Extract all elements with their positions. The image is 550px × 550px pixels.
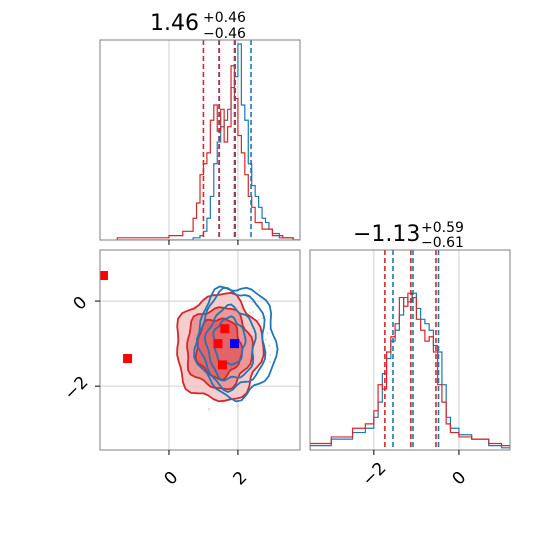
scatter-dot	[236, 404, 239, 407]
title-param2-lower: −0.61	[421, 235, 464, 251]
contour-a-2	[203, 303, 257, 382]
panel-frame-3	[99, 249, 301, 451]
tick-x1-0: 0	[161, 468, 183, 490]
hist-param1-series-b	[116, 65, 300, 240]
scatter-dot	[257, 318, 260, 322]
scatter-dot	[221, 401, 224, 404]
scatter-dot	[208, 407, 211, 411]
scatter-dot	[258, 289, 261, 292]
scatter-dot	[269, 360, 272, 364]
marker-red-0	[100, 271, 108, 281]
panel-frame-1	[99, 39, 301, 241]
scatter-dot	[264, 338, 267, 341]
title-param1-median: 1.46	[150, 11, 199, 36]
panel-frame-2	[309, 249, 511, 451]
tick-x2-0: 0	[449, 468, 471, 490]
hist-param2-series-b	[310, 292, 510, 450]
scatter-dot	[252, 311, 255, 314]
marker-red-1	[123, 354, 133, 364]
tick-y2-minus2: −2	[61, 373, 93, 405]
tick-y2-0: 0	[70, 293, 92, 315]
marker-red-4	[217, 360, 227, 370]
title-param1-upper: +0.46	[203, 10, 246, 26]
scatter-dot	[266, 332, 269, 335]
hist-param1-series-a	[117, 43, 300, 240]
scatter-dot	[268, 344, 271, 347]
contour-group	[100, 271, 279, 403]
scatter-dot	[269, 353, 272, 356]
title-param1-lower: −0.46	[203, 26, 246, 42]
marker-red-2	[220, 324, 230, 334]
marker-blue-0	[229, 339, 239, 349]
tick-x2-minus2: −2	[359, 459, 391, 491]
hist-param2-series-a	[310, 292, 510, 450]
title-param2-median: −1.13	[353, 222, 420, 247]
scatter-dot	[248, 311, 251, 314]
tick-x1-2: 2	[230, 468, 252, 490]
title-param2-upper: +0.59	[421, 220, 464, 236]
marker-red-3	[213, 339, 223, 349]
contour-a-1	[195, 286, 267, 393]
